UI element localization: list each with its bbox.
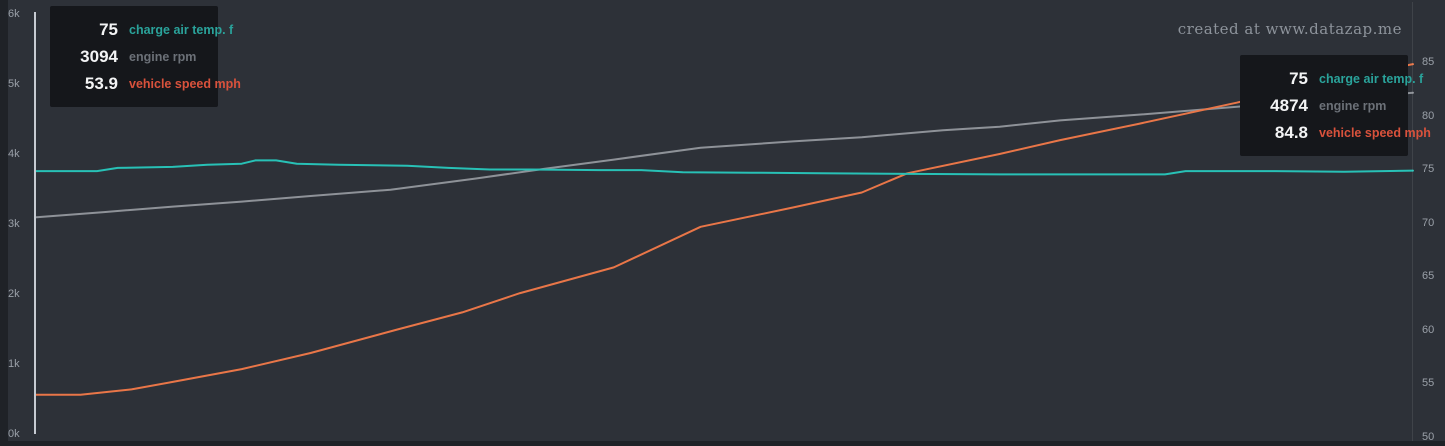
- right-axis-tick: 75: [1422, 163, 1435, 175]
- watermark-text: created at www.datazap.me: [1177, 20, 1402, 38]
- tooltip-series-label: vehicle speed mph: [129, 76, 241, 91]
- left-axis-tick: 2k: [8, 288, 20, 300]
- tooltip-row: 75 charge air temp. f: [1248, 65, 1423, 92]
- tooltip-series-label: charge air temp. f: [129, 22, 234, 37]
- tooltip-row: 75 charge air temp. f: [58, 16, 233, 43]
- series-line-vehicle-speed-mph: [34, 63, 1414, 396]
- tooltip-value: 3094: [80, 46, 118, 66]
- tooltip-series-label: engine rpm: [1319, 98, 1387, 113]
- tooltip-series-label: engine rpm: [129, 49, 197, 64]
- right-axis-tick: 70: [1422, 216, 1435, 229]
- tooltip-value: 75: [1289, 68, 1308, 88]
- tooltip-end: 75 charge air temp. f 4874 engine rpm 84…: [1240, 55, 1431, 156]
- series-line-engine-rpm: [34, 91, 1414, 219]
- tooltip-value: 84.8: [1274, 122, 1308, 142]
- tooltip-value: 4874: [1270, 95, 1308, 115]
- tooltip-row: 53.9 vehicle speed mph: [58, 70, 241, 97]
- right-axis-tick: 65: [1422, 270, 1435, 282]
- tooltip-value: 53.9: [84, 73, 118, 93]
- left-axis-tick: 4k: [8, 148, 20, 160]
- tooltip-row: 3094 engine rpm: [58, 43, 208, 70]
- left-axis-tick: 3k: [8, 218, 20, 230]
- left-axis-tick: 1k: [8, 358, 20, 370]
- left-axis-tick: 0k: [8, 428, 20, 440]
- right-axis-tick: 55: [1422, 377, 1435, 389]
- series-line-charge-air-temp-f: [34, 159, 1414, 176]
- left-axis-line: [34, 12, 36, 434]
- tooltip-start: 75 charge air temp. f 3094 engine rpm 53…: [50, 6, 241, 107]
- left-axis-tick: 6k: [8, 8, 20, 20]
- right-axis-tick: 80: [1422, 109, 1435, 122]
- right-axis-line: [1412, 2, 1413, 441]
- tooltip-series-label: charge air temp. f: [1319, 71, 1424, 86]
- right-axis-tick: 60: [1422, 323, 1435, 336]
- tooltip-value: 75: [99, 19, 118, 39]
- tooltip-row: 84.8 vehicle speed mph: [1248, 119, 1431, 146]
- left-axis-tick: 5k: [8, 78, 20, 90]
- right-axis-tick: 50: [1422, 430, 1435, 443]
- right-axis-tick: 85: [1422, 56, 1435, 68]
- tooltip-row: 4874 engine rpm: [1248, 92, 1398, 119]
- tooltip-series-label: vehicle speed mph: [1319, 125, 1431, 140]
